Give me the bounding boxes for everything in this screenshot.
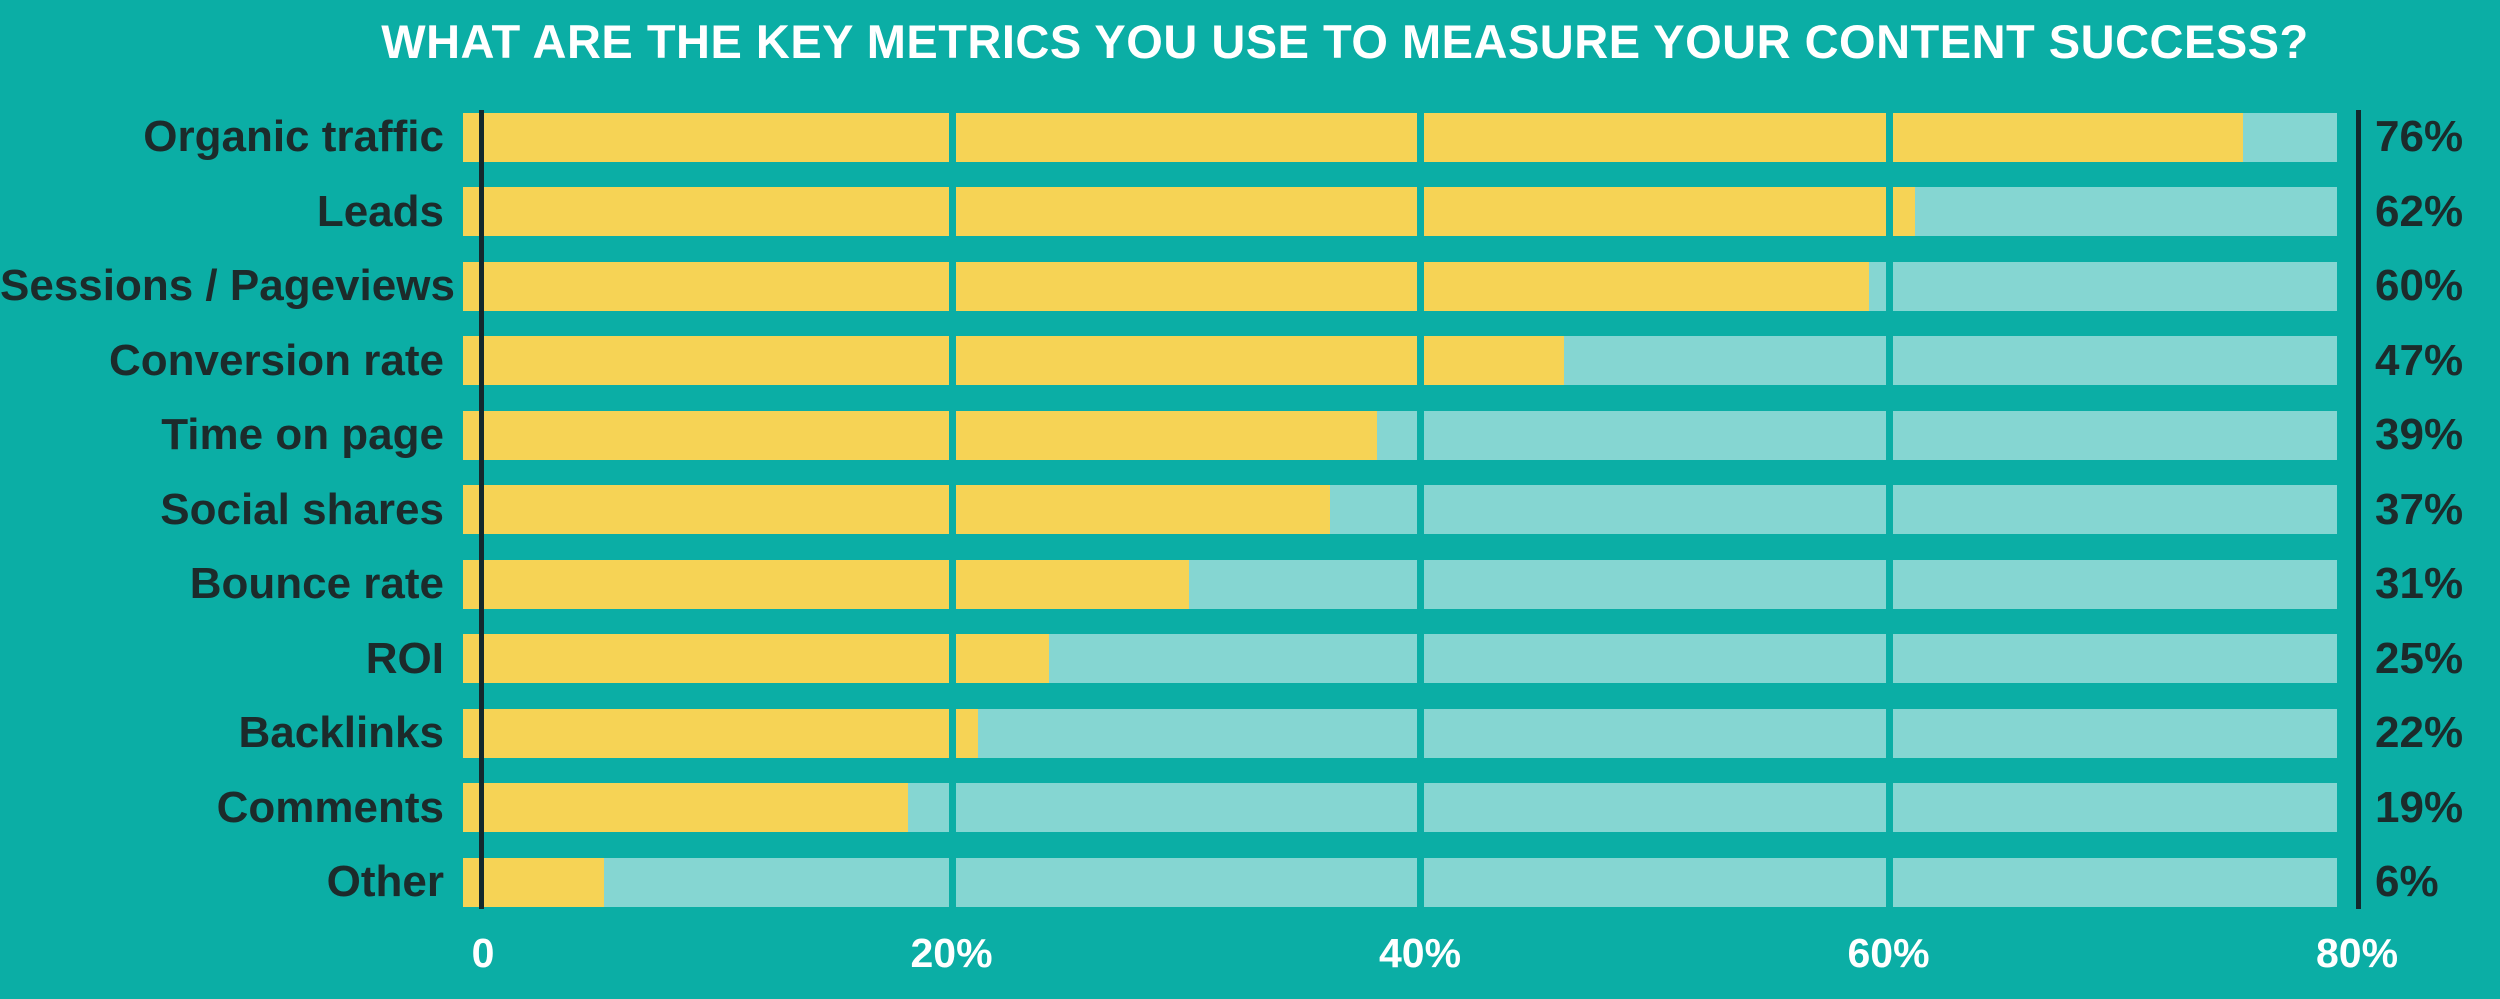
bar-row: Social shares 37% — [0, 473, 2500, 548]
x-tick-label: 60% — [1847, 930, 1930, 976]
bar-chart-rows: Organic traffic 76% Leads 62% Sessions / Pag… — [0, 100, 2500, 920]
bar-row: Backlinks 22% — [0, 696, 2500, 771]
bar-track — [463, 485, 2337, 535]
chart-title: WHAT ARE THE KEY METRICS YOU USE TO MEAS… — [381, 15, 2309, 68]
x-axis-ticks: 0 20% 40% 60% 80% — [0, 930, 2500, 990]
x-tick-label: 40% — [1378, 930, 1462, 976]
value-label: 19% — [2375, 782, 2464, 832]
bar-track — [463, 261, 2337, 311]
bar-track — [463, 857, 2337, 907]
category-label: Time on page — [161, 410, 444, 460]
category-label: Organic traffic — [143, 112, 444, 162]
value-label: 62% — [2375, 186, 2464, 236]
value-label: 39% — [2375, 410, 2464, 460]
bar-track — [463, 187, 2337, 237]
y-axis-line — [479, 110, 484, 909]
bar-track — [463, 783, 2337, 833]
bar-row: Sessions / Pageviews 60% — [0, 249, 2500, 324]
bar-fill — [463, 783, 909, 833]
x-tick-label: 20% — [910, 930, 993, 976]
bar-fill — [463, 634, 1049, 684]
category-label: Bounce rate — [189, 559, 444, 609]
x-tick-label: 80% — [2315, 930, 2399, 976]
bar-fill — [463, 336, 1564, 386]
value-label: 25% — [2375, 633, 2464, 683]
axis-end-line — [2356, 110, 2361, 909]
value-label: 31% — [2375, 559, 2464, 609]
bar-fill — [463, 559, 1190, 609]
bar-track — [463, 559, 2337, 609]
bar-row: Organic traffic 76% — [0, 100, 2500, 175]
category-label: Backlinks — [238, 708, 444, 758]
bar-row: Comments 19% — [0, 771, 2500, 846]
bar-fill — [463, 261, 1869, 311]
bar-fill — [463, 187, 1916, 237]
bar-track — [463, 336, 2337, 386]
value-label: 76% — [2375, 112, 2464, 162]
bar-row: Bounce rate 31% — [0, 547, 2500, 622]
value-label: 37% — [2375, 484, 2464, 534]
bar-fill — [463, 857, 604, 907]
bar-row: Other 6% — [0, 845, 2500, 920]
bar-track — [463, 708, 2337, 758]
category-label: Other — [326, 857, 444, 907]
category-label: Leads — [316, 186, 444, 236]
bar-track — [463, 112, 2337, 162]
bar-fill — [463, 485, 1330, 535]
bar-row: Leads 62% — [0, 175, 2500, 250]
category-label: Social shares — [160, 484, 444, 534]
bar-row: ROI 25% — [0, 622, 2500, 697]
category-label: Comments — [216, 782, 444, 832]
bar-track — [463, 410, 2337, 460]
category-label: ROI — [365, 633, 444, 683]
value-label: 22% — [2375, 708, 2464, 758]
bar-track — [463, 634, 2337, 684]
bar-fill — [463, 410, 1377, 460]
bar-fill — [463, 708, 979, 758]
value-label: 60% — [2375, 261, 2464, 311]
bar-row: Conversion rate 47% — [0, 324, 2500, 399]
bar-fill — [463, 112, 2244, 162]
value-label: 6% — [2375, 857, 2439, 907]
x-tick-label: 0 — [471, 930, 495, 976]
category-label: Sessions / Pageviews — [0, 261, 455, 311]
value-label: 47% — [2375, 335, 2464, 385]
category-label: Conversion rate — [109, 335, 444, 385]
bar-row: Time on page 39% — [0, 398, 2500, 473]
